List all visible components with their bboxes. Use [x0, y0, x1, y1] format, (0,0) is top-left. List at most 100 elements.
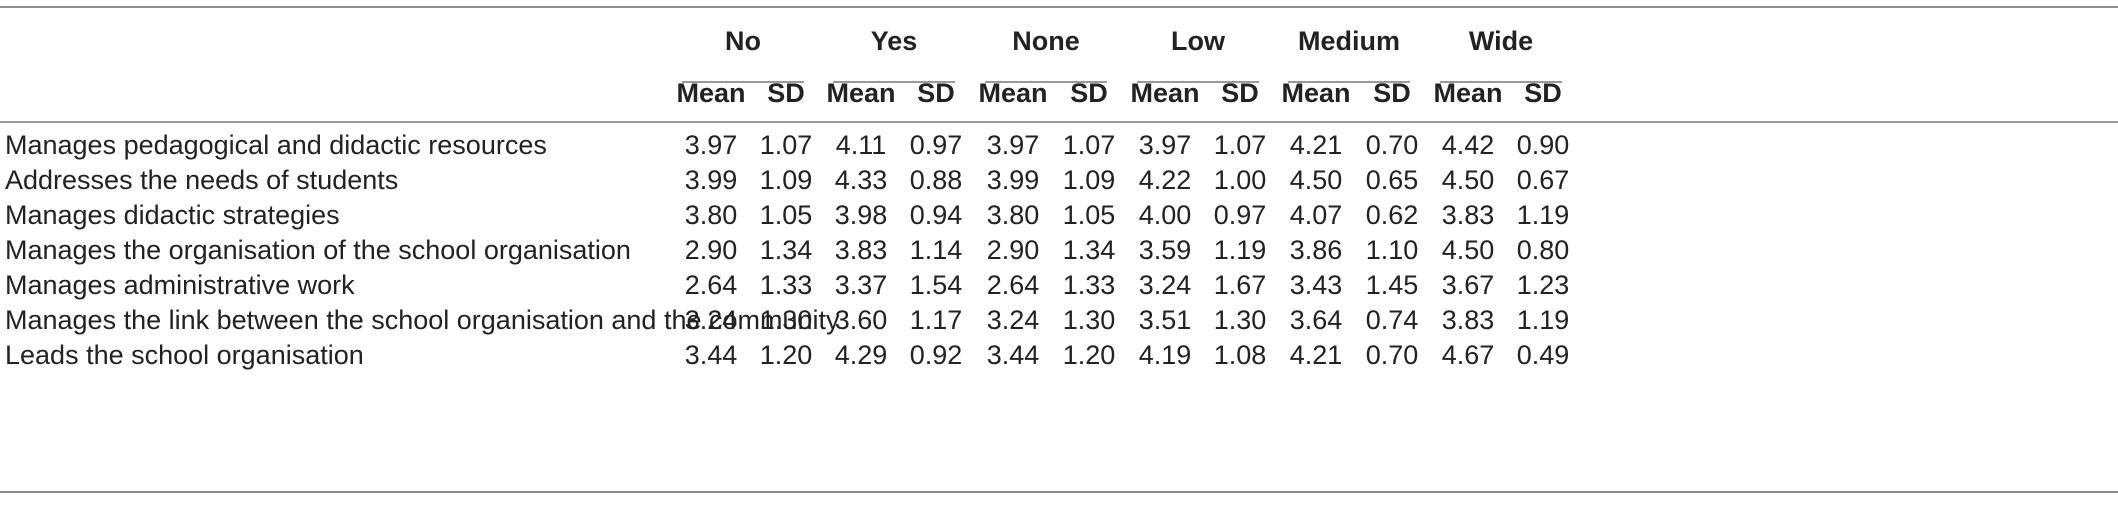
mean-header: Mean — [1433, 78, 1503, 108]
mean-cell: 3.44 — [684, 340, 738, 370]
header-bottom-rule — [0, 121, 2118, 123]
mean-cell: 3.80 — [684, 200, 738, 230]
sd-cell: 1.19 — [1516, 305, 1570, 335]
row-label: Addresses the needs of students — [5, 165, 399, 195]
group-header: None — [1012, 26, 1080, 56]
mean-cell: 3.59 — [1138, 235, 1192, 265]
mean-header: Mean — [826, 78, 896, 108]
sd-cell: 1.20 — [759, 340, 813, 370]
mean-cell: 3.51 — [1138, 305, 1192, 335]
sd-cell: 1.08 — [1213, 340, 1267, 370]
mean-cell: 3.67 — [1441, 270, 1495, 300]
mean-cell: 4.11 — [835, 130, 887, 160]
sd-header: SD — [1221, 78, 1259, 108]
mean-cell: 3.60 — [834, 305, 888, 335]
sd-cell: 0.74 — [1365, 305, 1419, 335]
sd-cell: 0.97 — [909, 130, 963, 160]
group-header-rule — [1288, 81, 1410, 83]
mean-cell: 3.64 — [1289, 305, 1343, 335]
mean-cell: 4.67 — [1441, 340, 1495, 370]
mean-cell: 3.37 — [834, 270, 888, 300]
sd-cell: 1.33 — [1062, 270, 1116, 300]
mean-cell: 3.44 — [986, 340, 1040, 370]
mean-cell: 4.33 — [834, 165, 888, 195]
sd-cell: 0.92 — [909, 340, 963, 370]
mean-cell: 3.97 — [1138, 130, 1192, 160]
sd-cell: 1.30 — [759, 305, 813, 335]
group-header-rule — [833, 81, 955, 83]
sd-header: SD — [1373, 78, 1411, 108]
sd-cell: 1.34 — [1062, 235, 1116, 265]
mean-cell: 4.50 — [1289, 165, 1343, 195]
mean-cell: 3.97 — [684, 130, 738, 160]
sd-cell: 0.49 — [1516, 340, 1570, 370]
mean-cell: 4.22 — [1138, 165, 1192, 195]
sd-cell: 1.20 — [1062, 340, 1116, 370]
mean-cell: 3.80 — [986, 200, 1040, 230]
mean-cell: 4.21 — [1289, 340, 1343, 370]
sd-cell: 0.70 — [1365, 340, 1419, 370]
row-label: Leads the school organisation — [5, 340, 364, 370]
sd-cell: 1.19 — [1516, 200, 1570, 230]
sd-cell: 0.88 — [909, 165, 963, 195]
mean-cell: 2.64 — [684, 270, 738, 300]
sd-cell: 1.07 — [1213, 130, 1267, 160]
mean-cell: 4.29 — [834, 340, 888, 370]
group-header-rule — [682, 81, 804, 83]
sd-cell: 0.90 — [1516, 130, 1570, 160]
group-header-rule — [1440, 81, 1562, 83]
sd-cell: 0.65 — [1365, 165, 1419, 195]
row-label: Manages the link between the school orga… — [5, 305, 840, 335]
sd-cell: 1.30 — [1062, 305, 1116, 335]
row-label: Manages pedagogical and didactic resourc… — [5, 130, 547, 160]
sd-cell: 0.80 — [1516, 235, 1570, 265]
sd-cell: 1.09 — [1062, 165, 1116, 195]
group-header: Wide — [1468, 26, 1534, 56]
mean-header: Mean — [1281, 78, 1351, 108]
sd-cell: 1.14 — [909, 235, 963, 265]
mean-header: Mean — [676, 78, 746, 108]
group-header-rule — [1137, 81, 1259, 83]
sd-header: SD — [1524, 78, 1562, 108]
mean-cell: 3.98 — [834, 200, 888, 230]
group-header: Yes — [870, 26, 918, 56]
mean-cell: 4.00 — [1138, 200, 1192, 230]
sd-cell: 1.07 — [1062, 130, 1116, 160]
sd-cell: 1.67 — [1213, 270, 1267, 300]
sd-cell: 0.70 — [1365, 130, 1419, 160]
sd-cell: 1.09 — [759, 165, 813, 195]
mean-header: Mean — [1130, 78, 1200, 108]
sd-header: SD — [917, 78, 955, 108]
mean-cell: 3.43 — [1289, 270, 1343, 300]
mean-cell: 3.24 — [986, 305, 1040, 335]
mean-cell: 3.99 — [684, 165, 738, 195]
mean-cell: 3.86 — [1289, 235, 1343, 265]
mean-cell: 3.99 — [986, 165, 1040, 195]
mean-header: Mean — [978, 78, 1048, 108]
mean-cell: 4.07 — [1289, 200, 1343, 230]
mean-cell: 4.19 — [1138, 340, 1192, 370]
sd-cell: 0.67 — [1516, 165, 1570, 195]
mean-cell: 2.64 — [986, 270, 1040, 300]
sd-cell: 1.30 — [1213, 305, 1267, 335]
sd-cell: 1.10 — [1365, 235, 1419, 265]
mean-cell: 3.83 — [834, 235, 888, 265]
sd-cell: 1.45 — [1365, 270, 1419, 300]
sd-header: SD — [1070, 78, 1108, 108]
mean-cell: 3.83 — [1441, 200, 1495, 230]
sd-header: SD — [767, 78, 805, 108]
sd-cell: 1.05 — [1062, 200, 1116, 230]
sd-cell: 1.05 — [759, 200, 813, 230]
group-header: No — [725, 26, 761, 56]
row-label: Manages didactic strategies — [5, 200, 340, 230]
sd-cell: 1.17 — [909, 305, 963, 335]
sd-cell: 1.19 — [1213, 235, 1267, 265]
table-top-rule — [0, 6, 2118, 8]
group-header-rule — [985, 81, 1107, 83]
sd-cell: 1.23 — [1516, 270, 1570, 300]
sd-cell: 0.97 — [1213, 200, 1267, 230]
group-header: Medium — [1297, 26, 1400, 56]
sd-cell: 1.54 — [909, 270, 963, 300]
sd-cell: 1.34 — [759, 235, 813, 265]
